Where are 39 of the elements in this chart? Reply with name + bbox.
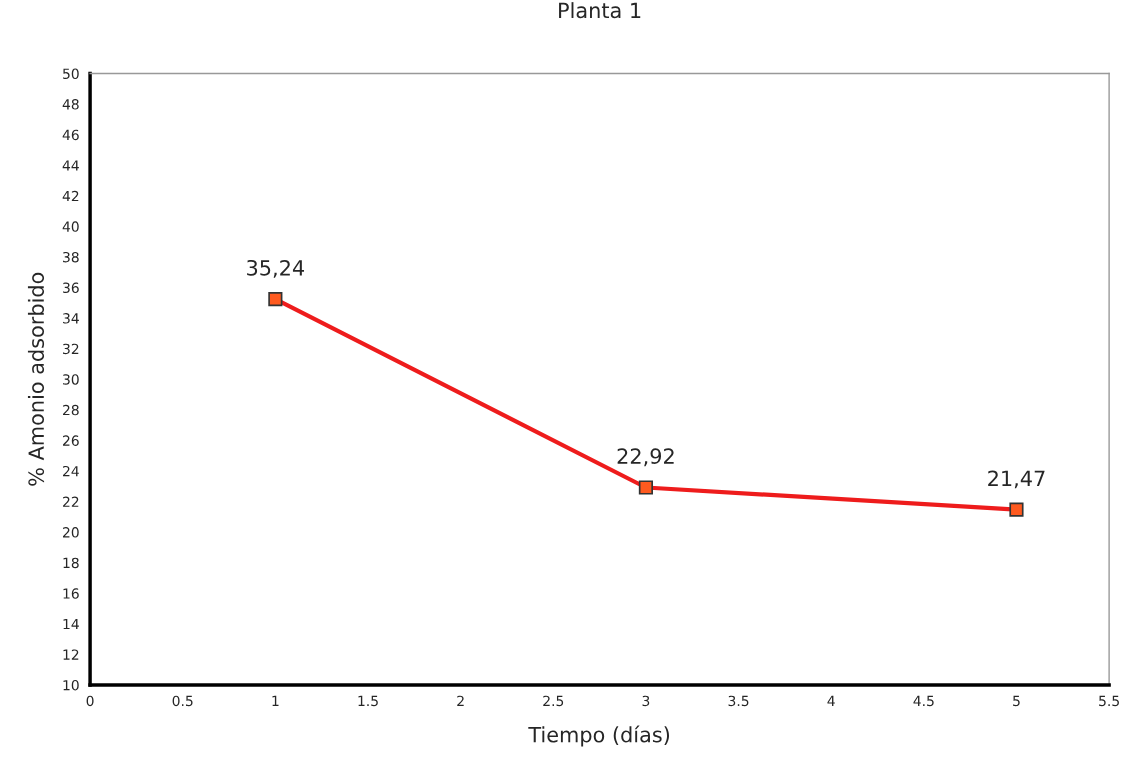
y-tick-label: 22 — [63, 496, 79, 507]
y-tick-label: 20 — [63, 527, 79, 538]
y-tick-label: 34 — [63, 313, 79, 324]
y-tick-label: 26 — [63, 435, 79, 446]
y-tick-label: 28 — [63, 404, 79, 416]
x-tick-label: 1.5 — [358, 695, 378, 707]
y-tick-label: 24 — [63, 465, 79, 477]
x-tick-label: 0.5 — [172, 695, 193, 707]
x-tick-label: 4.5 — [913, 695, 934, 707]
y-tick-label: 36 — [63, 282, 79, 294]
x-tick-label: 1 — [272, 695, 279, 706]
x-tick-label: 5.5 — [1099, 695, 1119, 707]
x-axis-title: Tiempo (días) — [528, 725, 670, 747]
data-label: 22,92 — [617, 448, 674, 467]
y-tick-label: 42 — [62, 190, 79, 202]
x-tick-label: 0 — [86, 695, 94, 707]
y-tick-label: 48 — [62, 99, 79, 110]
x-tick-label: 3 — [642, 695, 650, 707]
y-tick-label: 18 — [63, 557, 79, 569]
y-tick-label: 40 — [62, 221, 79, 232]
x-tick-label: 4 — [827, 695, 835, 706]
y-tick-label: 10 — [63, 679, 79, 691]
y-tick-label: 32 — [63, 343, 79, 355]
data-label: 35,24 — [247, 259, 305, 278]
chart-title: Planta 1 — [559, 2, 641, 19]
y-tick-label: 14 — [63, 618, 79, 630]
y-axis-title: % Amonio adsorbido — [27, 272, 45, 486]
y-tick-label: 38 — [63, 251, 79, 263]
x-tick-label: 2 — [457, 695, 464, 706]
y-tick-label: 16 — [63, 588, 79, 599]
x-tick-label: 3.5 — [728, 695, 749, 707]
y-tick-label: 44 — [62, 160, 79, 171]
y-tick-label: 46 — [62, 129, 79, 141]
y-tick-label: 30 — [63, 374, 79, 385]
x-tick-label: 2.5 — [543, 695, 564, 707]
y-tick-label: 12 — [63, 649, 79, 660]
x-tick-label: 5 — [1013, 695, 1020, 707]
data-label: 21,47 — [988, 470, 1045, 489]
y-tick-label: 50 — [63, 68, 79, 79]
